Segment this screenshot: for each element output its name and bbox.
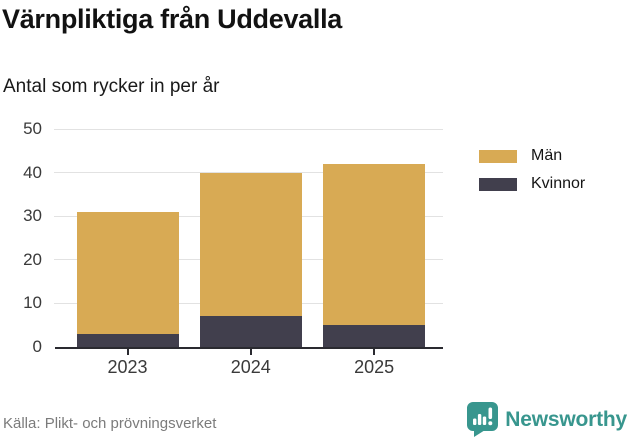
newsworthy-wordmark: Newsworthy xyxy=(505,407,627,431)
x-tick-label-2024: 2024 xyxy=(230,357,271,377)
bar-2025-kvinnor xyxy=(323,325,426,347)
bar-chart-speech-bubble-icon xyxy=(467,402,499,437)
bar-2024-män xyxy=(199,172,302,317)
y-tick-label-0: 0 xyxy=(32,337,42,356)
gridline-50 xyxy=(54,128,443,130)
newsworthy-logo[interactable]: Newsworthy xyxy=(467,402,627,437)
source-caption: Källa: Plikt- och prövningsverket xyxy=(3,415,217,432)
plot-area xyxy=(54,128,443,349)
legend-item-kvinnor: Kvinnor xyxy=(479,175,585,193)
legend: Män Kvinnor xyxy=(479,147,585,203)
legend-swatch-kvinnor xyxy=(479,177,517,191)
x-tick-2023 xyxy=(126,349,129,355)
y-tick-label-50: 50 xyxy=(23,119,42,138)
bar-2023-kvinnor xyxy=(76,333,179,347)
legend-label-kvinnor: Kvinnor xyxy=(531,175,586,192)
x-tick-label-2023: 2023 xyxy=(107,357,148,377)
bar-2024-kvinnor xyxy=(199,316,302,347)
legend-label-män: Män xyxy=(531,147,563,164)
gridline-40 xyxy=(54,172,443,174)
x-tick-2025 xyxy=(373,349,376,355)
legend-swatch-män xyxy=(479,149,517,163)
y-tick-label-20: 20 xyxy=(23,249,42,269)
y-tick-label-30: 30 xyxy=(23,206,42,226)
x-tick-label-2025: 2025 xyxy=(354,357,395,377)
y-tick-label-40: 40 xyxy=(23,162,42,182)
bar-2025-män xyxy=(323,163,426,326)
y-tick-label-10: 10 xyxy=(23,293,42,313)
x-tick-2024 xyxy=(249,349,252,355)
legend-item-män: Män xyxy=(479,147,585,165)
chart-title: Värnpliktiga från Uddevalla xyxy=(2,4,342,34)
bar-2023-män xyxy=(76,211,179,334)
chart-subtitle: Antal som rycker in per år xyxy=(3,76,220,97)
